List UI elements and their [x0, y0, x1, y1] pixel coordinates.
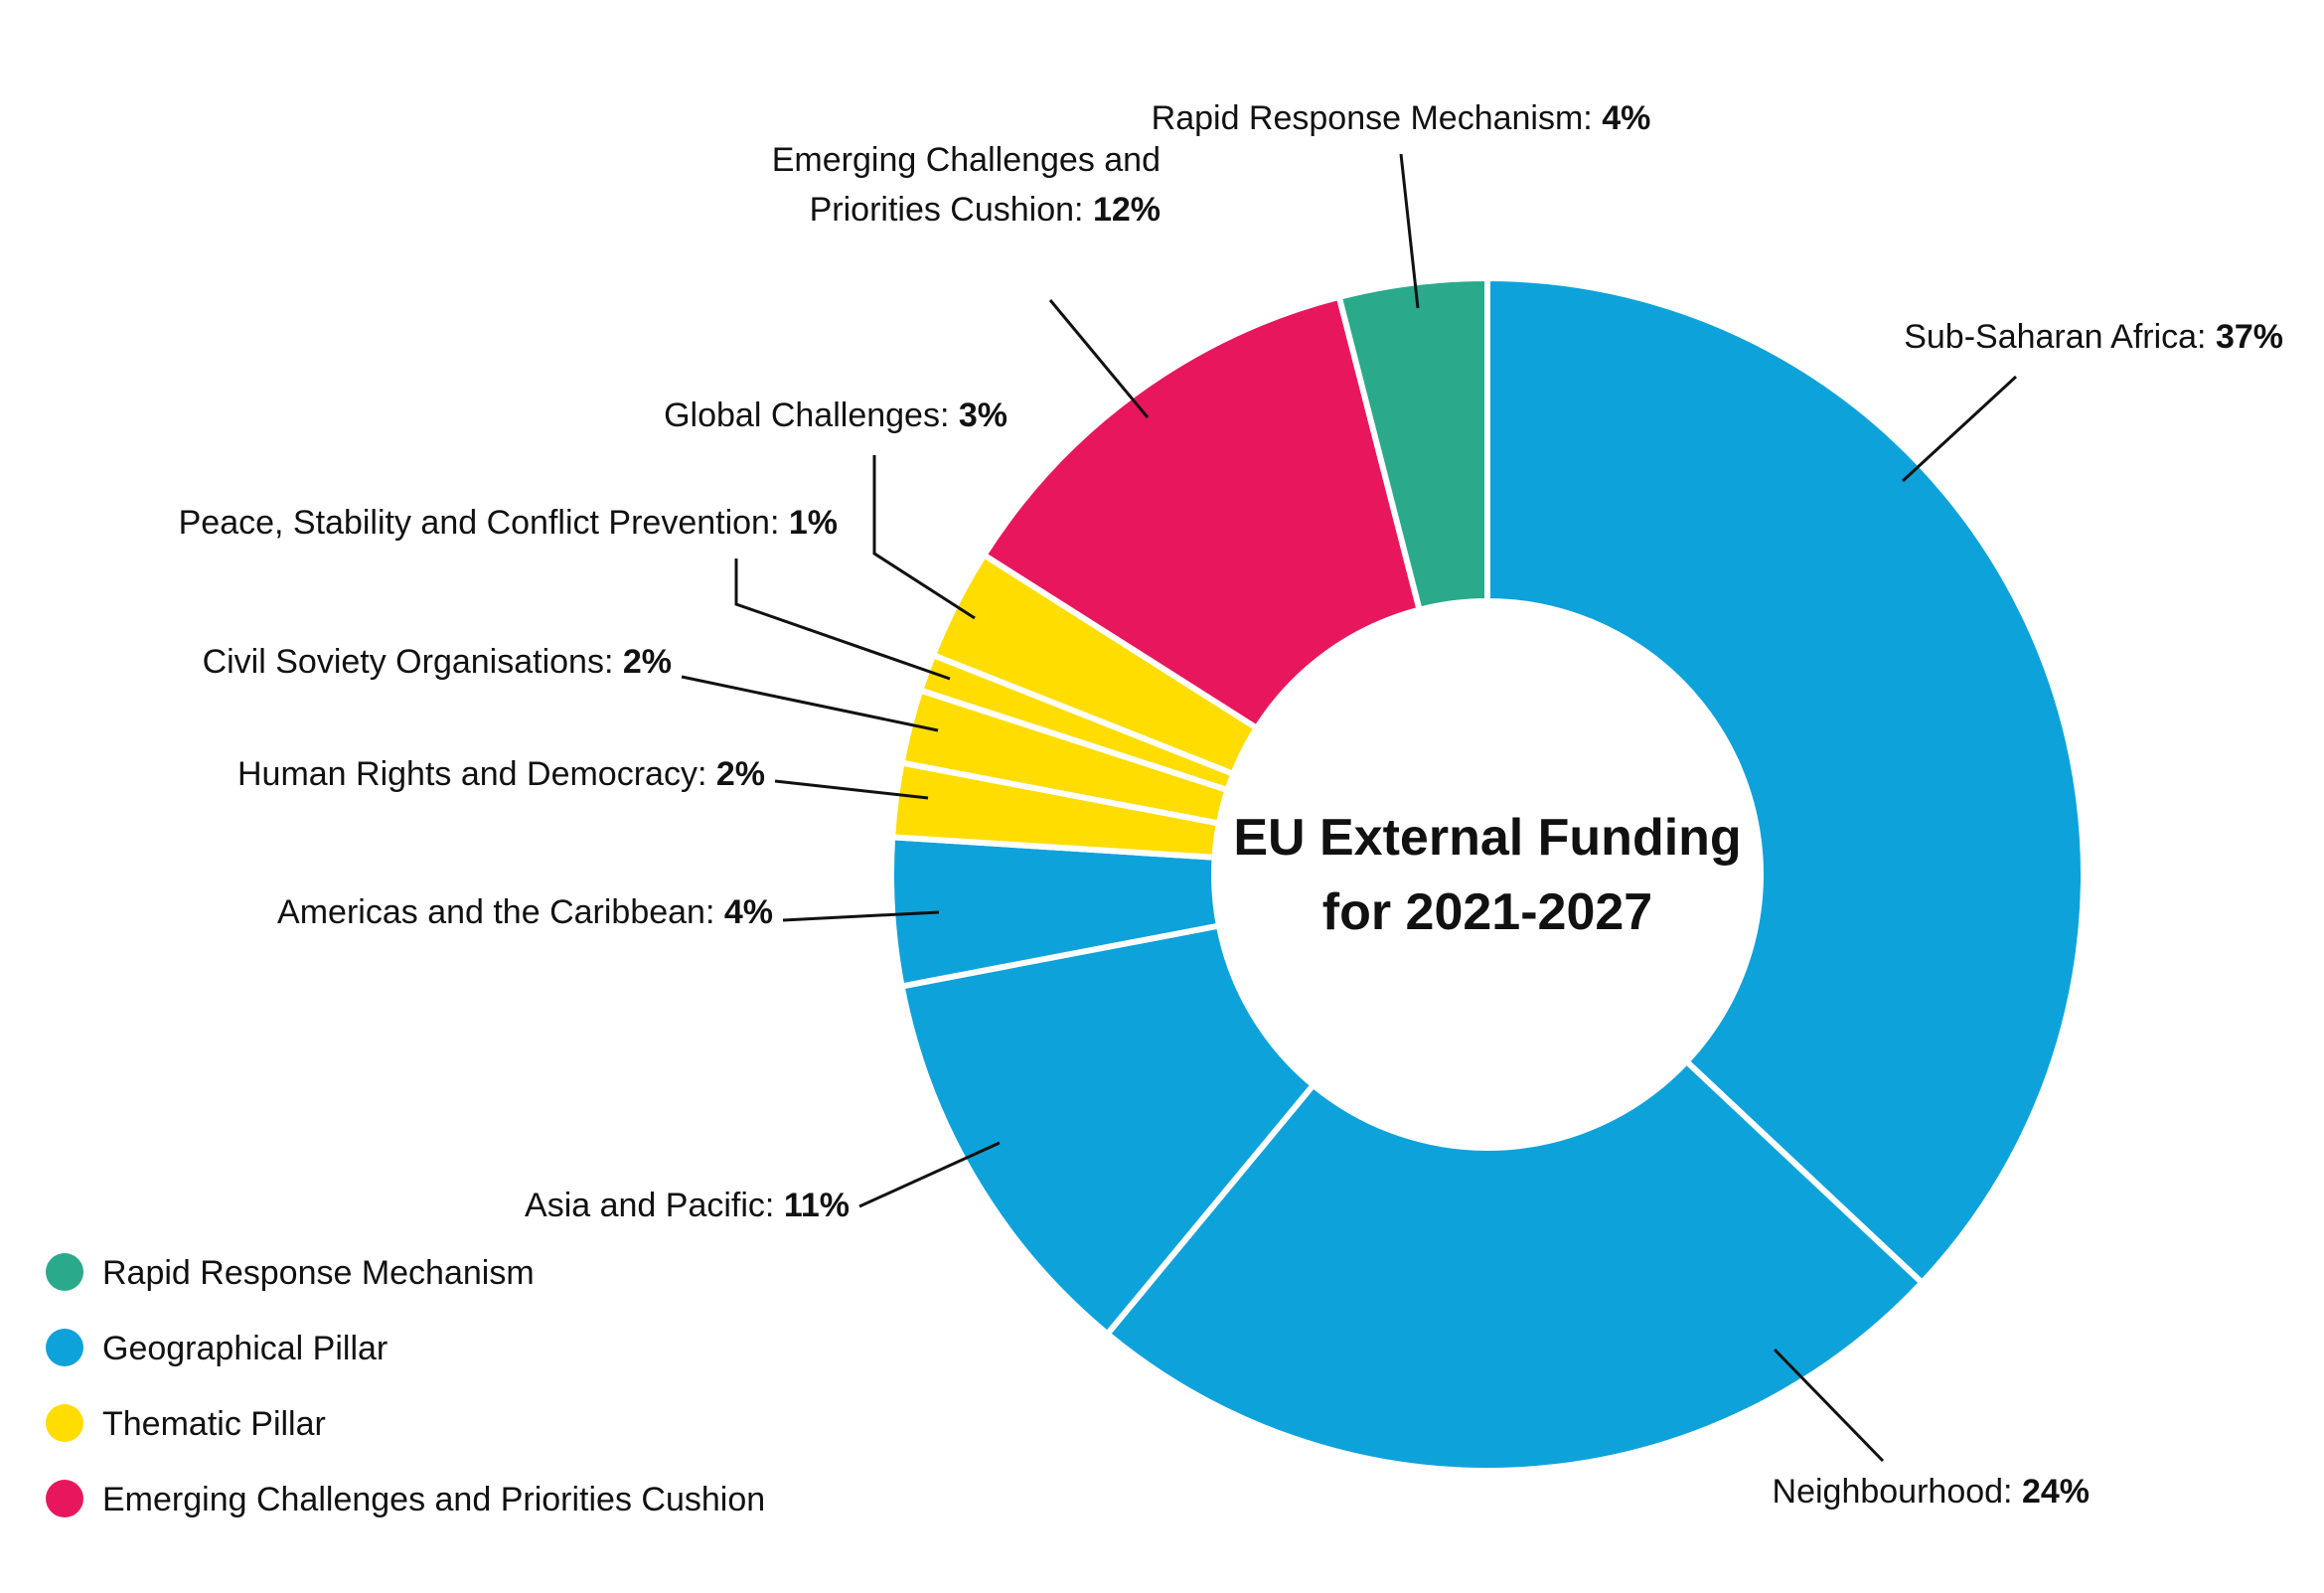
slice-label-cushion-line-2: Priorities Cushion: 12%: [810, 191, 1161, 229]
legend-swatch-geo: [46, 1329, 83, 1366]
leader-line-hrd: [774, 779, 929, 800]
leader-line-global: [872, 455, 976, 620]
slice-label-cushion-line-1: Emerging Challenges and: [772, 141, 1161, 179]
leader-line-cso: [681, 675, 939, 732]
donut-slices: [888, 274, 2087, 1474]
leader-line-americas: [782, 910, 940, 922]
leader-line-asia: [858, 1141, 1001, 1208]
slice-value-hrd: 2%: [706, 755, 765, 793]
leader-line-peace: [734, 558, 951, 681]
slice-asia: [898, 922, 1317, 1339]
slice-value-peace: 1%: [779, 504, 838, 542]
legend-label-geo: Geographical Pillar: [102, 1330, 387, 1367]
legend: Rapid Response Mechanism Geographical Pil…: [46, 1253, 765, 1518]
slice-value-neigh: 24%: [2013, 1473, 2091, 1511]
leader-line-cushion: [1048, 299, 1150, 418]
legend-swatch-cushion: [46, 1480, 83, 1517]
center-title-line-1: EU External Funding: [1233, 809, 1741, 867]
legend-swatch-thematic: [46, 1404, 83, 1442]
slice-neigh: [1103, 1057, 1927, 1474]
slice-value-ssa: 37%: [2207, 318, 2284, 356]
slice-value-global: 3%: [949, 397, 1007, 434]
leader-lines: [681, 153, 2018, 1463]
slice-value-cushion: 12%: [1084, 191, 1162, 229]
slice-cushion: [980, 293, 1424, 732]
center-title: EU External Funding for 2021-2027: [1233, 809, 1741, 941]
legend-label-rapid: Rapid Response Mechanism: [102, 1254, 535, 1292]
legend-label-thematic: Thematic Pillar: [102, 1405, 326, 1443]
slice-label-americas: Americas and the Caribbean: 4%: [277, 893, 773, 931]
legend-swatch-rapid: [46, 1253, 83, 1291]
slice-label-rapid: Rapid Response Mechanism: 4%: [1152, 99, 1651, 137]
slice-value-asia: 11%: [774, 1187, 850, 1224]
slice-label-peace: Peace, Stability and Conflict Prevention…: [179, 504, 838, 542]
slice-label-global: Global Challenges: 3%: [664, 397, 1007, 434]
slice-value-americas: 4%: [714, 893, 773, 931]
slice-label-cso: Civil Soviety Organisations: 2%: [203, 643, 672, 681]
legend-label-cushion: Emerging Challenges and Priorities Cushi…: [102, 1481, 765, 1518]
slice-value-rapid: 4%: [1593, 99, 1651, 137]
slice-label-asia: Asia and Pacific: 11%: [525, 1187, 850, 1224]
slice-value-cso: 2%: [613, 643, 672, 681]
slice-rapid: [1335, 274, 1490, 614]
slice-label-hrd: Human Rights and Democracy: 2%: [237, 755, 765, 793]
leader-line-ssa: [1901, 375, 2018, 483]
slice-ssa: [1484, 274, 2087, 1287]
leader-line-neigh: [1773, 1348, 1885, 1463]
slice-label-neigh: Neighbourhood: 24%: [1773, 1473, 2090, 1511]
center-title-line-2: for 2021-2027: [1322, 883, 1652, 941]
slice-label-ssa: Sub-Saharan Africa: 37%: [1904, 318, 2283, 356]
slice-labels: Sub-Saharan Africa: 37% Neighbourhood: 24…: [179, 99, 2283, 1511]
leader-line-rapid: [1399, 153, 1420, 309]
